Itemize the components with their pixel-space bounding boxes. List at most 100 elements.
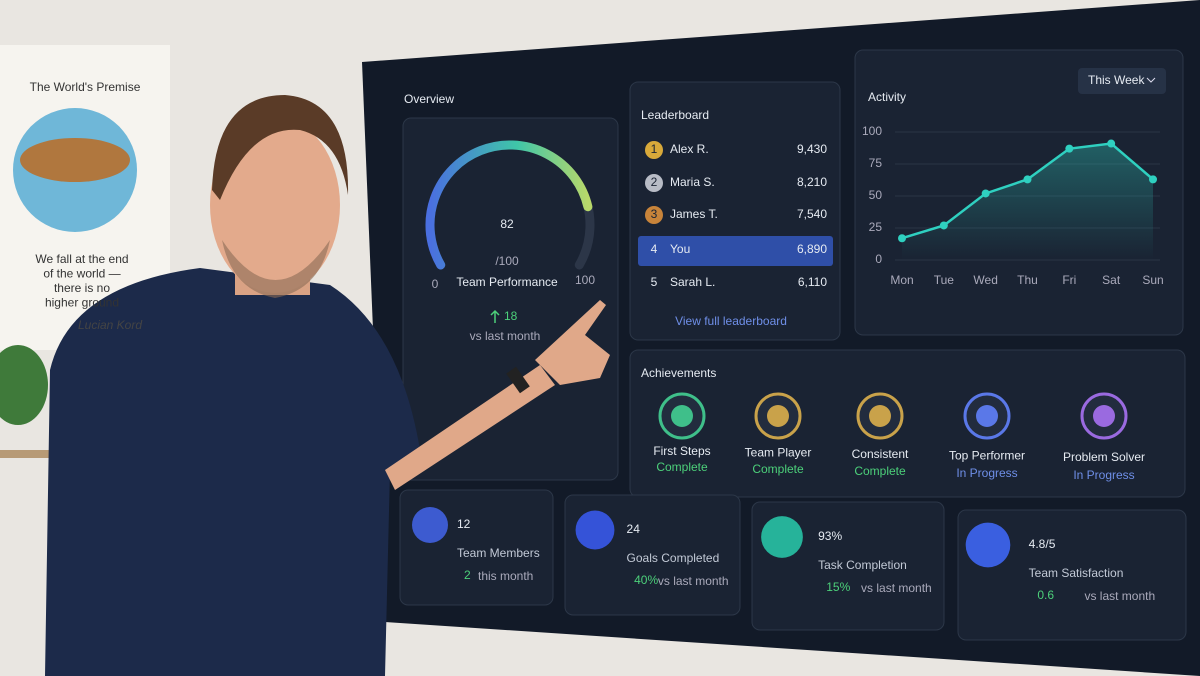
rank: 3 <box>651 207 658 221</box>
stat-value: 4.8/5 <box>1029 537 1056 551</box>
head <box>210 117 340 293</box>
stat-change: 0.6 <box>1037 588 1054 602</box>
point <box>1065 144 1074 153</box>
stat-change: 40% <box>634 573 658 587</box>
leaderboard-link[interactable]: View full leaderboard <box>675 314 787 328</box>
x-tick-label: Sun <box>1142 273 1163 287</box>
y-tick-label: 50 <box>869 188 883 202</box>
point <box>898 234 906 243</box>
shirt <box>45 268 420 676</box>
stat-note: vs last month <box>658 574 729 588</box>
achievement-status: Complete <box>854 464 906 478</box>
rank: 1 <box>651 142 658 156</box>
plant <box>0 345 48 425</box>
period-dropdown[interactable] <box>1078 68 1166 94</box>
scale-min: 0 <box>432 277 439 291</box>
score-label: Team Performance <box>456 275 558 289</box>
player-score: 8,210 <box>797 175 827 189</box>
stat-icon <box>575 510 615 550</box>
area <box>902 143 1153 260</box>
medal <box>645 141 663 159</box>
player-score: 6,890 <box>797 242 827 256</box>
row-highlight <box>638 236 833 266</box>
leaderboard-panel <box>629 81 841 341</box>
achievement-status: In Progress <box>1073 468 1134 482</box>
overview-panel <box>402 117 619 481</box>
stat-icon <box>965 522 1011 568</box>
rank: 5 <box>651 275 658 289</box>
stat-icon <box>412 507 448 543</box>
x-tick-label: Mon <box>890 273 913 287</box>
badge-core <box>869 405 891 427</box>
x-tick-label: Thu <box>1017 273 1038 287</box>
stat-label: Team Satisfaction <box>1029 566 1124 580</box>
beard <box>222 240 330 298</box>
x-tick-label: Tue <box>934 273 955 287</box>
panel-title: Activity <box>868 90 906 104</box>
medal <box>645 174 663 192</box>
change-note: vs last month <box>470 329 541 343</box>
panel-title: Overview <box>404 92 454 106</box>
panel-title: Achievements <box>641 366 716 380</box>
player-name: Alex R. <box>670 142 709 156</box>
stat-label: Task Completion <box>818 558 907 572</box>
stat-value: 24 <box>627 522 641 536</box>
poster-line: there is no <box>54 281 110 295</box>
point <box>939 221 948 230</box>
hand <box>535 300 610 385</box>
badge-core <box>1093 405 1115 427</box>
up-arrow <box>490 309 500 323</box>
stat-note: vs last month <box>1084 589 1155 603</box>
medal <box>645 206 663 224</box>
achievement-name: First Steps <box>653 444 710 458</box>
poster-line: We fall at the end <box>35 252 128 266</box>
achievements-panel <box>629 349 1186 498</box>
player-score: 9,430 <box>797 142 827 156</box>
poster-title: The World's Premise <box>30 80 141 94</box>
stat-note: this month <box>478 569 533 583</box>
rank: 2 <box>651 175 658 189</box>
achievement-status: Complete <box>656 460 708 474</box>
stat-note: vs last month <box>861 581 932 595</box>
stat-value: 12 <box>457 517 471 531</box>
point <box>981 189 990 198</box>
score: 82 <box>500 217 514 231</box>
stat-card <box>957 509 1187 641</box>
poster-line: of the world — <box>43 267 120 281</box>
stat-label: Team Members <box>457 546 540 560</box>
gauge-value <box>425 140 593 270</box>
arm <box>385 365 555 490</box>
rank: 4 <box>651 242 658 256</box>
poster-island <box>20 138 130 182</box>
stat-icon <box>761 516 803 558</box>
achievement-name: Top Performer <box>949 449 1025 463</box>
player-name: Sarah L. <box>670 275 715 289</box>
chevron <box>1146 77 1156 83</box>
point <box>1149 175 1157 184</box>
stat-label: Goals Completed <box>627 551 720 565</box>
y-tick-label: 0 <box>875 252 882 266</box>
player-name: You <box>670 242 690 256</box>
poster-line: higher ground <box>45 296 119 310</box>
x-tick-label: Fri <box>1062 273 1076 287</box>
y-tick-label: 75 <box>869 156 883 170</box>
stat-change: 15% <box>826 580 850 594</box>
point <box>1107 139 1116 148</box>
player-score: 7,540 <box>797 207 827 221</box>
player-name: James T. <box>670 207 718 221</box>
watch <box>506 366 530 394</box>
hair <box>212 95 349 200</box>
x-tick-label: Sat <box>1102 273 1121 287</box>
y-tick-label: 100 <box>862 124 882 138</box>
achievement-status: In Progress <box>956 466 1017 480</box>
shelf <box>0 450 60 458</box>
scale-max: 100 <box>575 273 595 287</box>
badge-core <box>976 405 998 427</box>
achievement-name: Problem Solver <box>1063 450 1145 464</box>
stat-change: 2 <box>464 568 471 582</box>
x-tick-label: Wed <box>973 273 997 287</box>
badge-core <box>767 405 789 427</box>
player-name: Maria S. <box>670 175 715 189</box>
